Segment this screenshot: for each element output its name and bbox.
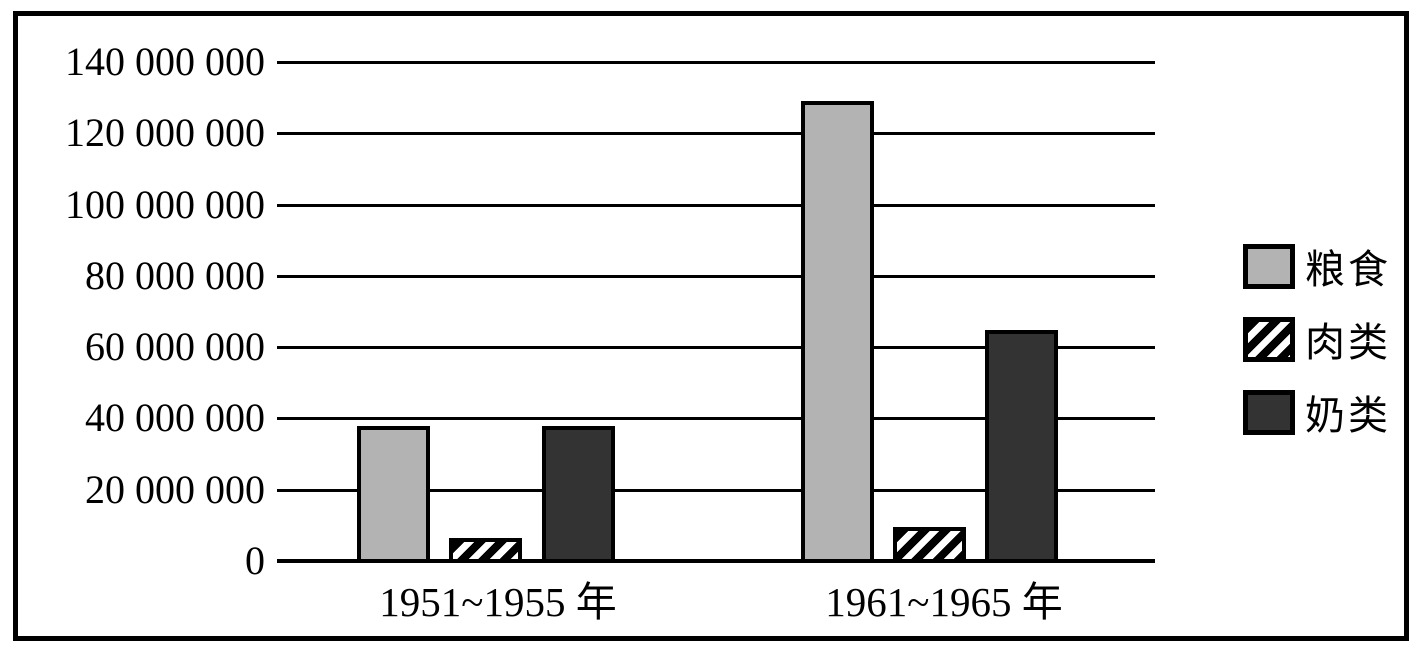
y-tick-label: 120 000 000 bbox=[65, 110, 265, 155]
y-tick-label: 60 000 000 bbox=[85, 324, 265, 369]
y-tick-label: 40 000 000 bbox=[85, 395, 265, 440]
gridline bbox=[277, 417, 1155, 420]
gridline bbox=[277, 275, 1155, 278]
gridline bbox=[277, 204, 1155, 207]
x-category-label-1961-1965: 1961~1965 年 bbox=[825, 579, 1063, 625]
x-category-label-1951-1955: 1951~1955 年 bbox=[379, 579, 617, 625]
chart-frame bbox=[13, 11, 1409, 641]
gridline bbox=[277, 61, 1155, 64]
legend-label-grain: 粮食 bbox=[1305, 247, 1391, 292]
legend-item-meat: 肉类 bbox=[1243, 315, 1391, 365]
y-tick-label: 80 000 000 bbox=[85, 253, 265, 298]
bar-grain-1961-1965 bbox=[801, 101, 874, 563]
legend-label-meat: 肉类 bbox=[1305, 320, 1391, 365]
bar-meat-1951-1955 bbox=[449, 538, 522, 563]
legend-swatch-grain-icon bbox=[1243, 243, 1295, 289]
bar-milk-1961-1965 bbox=[985, 330, 1058, 563]
gridline bbox=[277, 489, 1155, 492]
bar-grain-1951-1955 bbox=[357, 426, 430, 563]
gridline bbox=[277, 132, 1155, 135]
y-tick-label: 100 000 000 bbox=[65, 182, 265, 227]
y-tick-label: 140 000 000 bbox=[65, 39, 265, 84]
y-tick-label: 0 bbox=[245, 538, 265, 583]
legend-item-grain: 粮食 bbox=[1243, 242, 1391, 292]
x-axis-line bbox=[277, 559, 1155, 563]
bar-milk-1951-1955 bbox=[542, 426, 615, 563]
legend-swatch-meat-icon bbox=[1243, 316, 1295, 362]
y-tick-label: 20 000 000 bbox=[85, 467, 265, 512]
legend-label-milk: 奶类 bbox=[1305, 393, 1391, 438]
legend-swatch-milk-icon bbox=[1243, 389, 1295, 435]
bar-meat-1961-1965 bbox=[893, 527, 966, 563]
gridline bbox=[277, 346, 1155, 349]
legend-item-milk: 奶类 bbox=[1243, 388, 1391, 438]
